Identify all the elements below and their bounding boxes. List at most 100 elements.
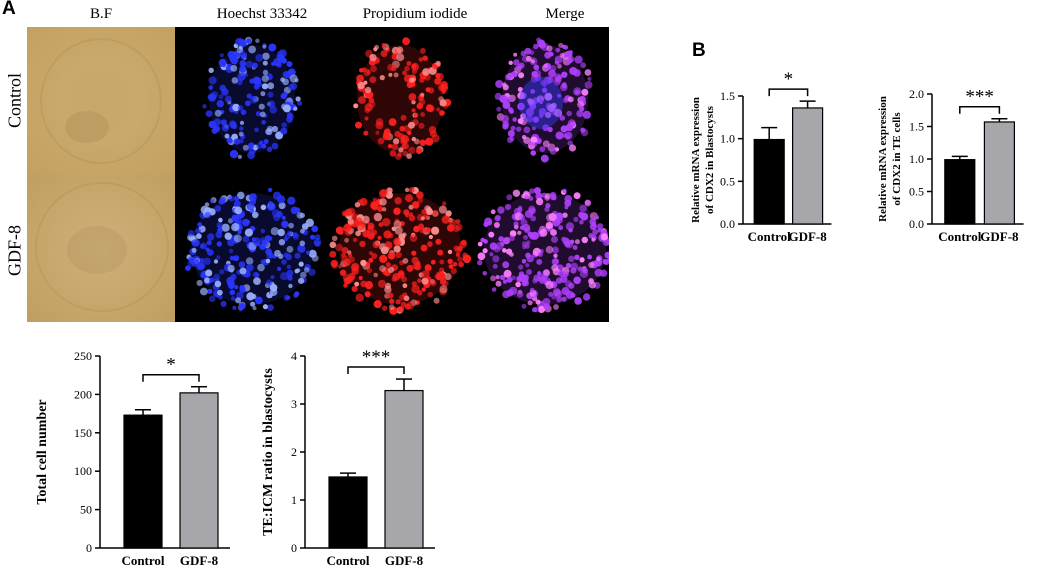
significance-bracket bbox=[768, 88, 809, 97]
nucleus bbox=[218, 217, 223, 223]
nucleus bbox=[286, 61, 293, 68]
nucleus bbox=[358, 275, 363, 281]
nucleus bbox=[267, 236, 273, 241]
nucleus bbox=[537, 305, 546, 314]
nucleus bbox=[402, 142, 409, 150]
nucleus bbox=[216, 222, 223, 229]
nucleus bbox=[372, 240, 380, 249]
nucleus bbox=[558, 42, 564, 48]
nucleus bbox=[488, 231, 495, 238]
nucleus bbox=[580, 62, 587, 69]
nucleus bbox=[239, 65, 247, 73]
nucleus bbox=[536, 273, 545, 282]
nucleus bbox=[587, 76, 592, 81]
nucleus bbox=[521, 259, 527, 264]
nucleus bbox=[524, 194, 529, 200]
nucleus bbox=[314, 234, 321, 241]
nucleus bbox=[208, 76, 217, 85]
nucleus bbox=[604, 260, 609, 266]
bar-gdf8 bbox=[384, 389, 424, 549]
nucleus bbox=[233, 200, 241, 208]
nucleus bbox=[363, 80, 368, 85]
nucleus bbox=[207, 288, 213, 295]
nucleus bbox=[529, 188, 535, 194]
nucleus bbox=[255, 111, 261, 117]
nucleus bbox=[260, 91, 266, 97]
nucleus bbox=[232, 124, 238, 130]
nucleus bbox=[367, 225, 374, 232]
nucleus bbox=[208, 67, 214, 73]
nucleus bbox=[204, 211, 211, 219]
nucleus bbox=[214, 109, 222, 117]
nucleus bbox=[393, 207, 401, 215]
nucleus bbox=[447, 258, 453, 265]
nucleus bbox=[517, 230, 522, 235]
nucleus bbox=[277, 228, 285, 237]
nucleus bbox=[218, 295, 223, 300]
nucleus bbox=[536, 37, 541, 43]
nucleus bbox=[424, 264, 431, 271]
nucleus bbox=[388, 72, 393, 77]
nucleus bbox=[513, 52, 518, 57]
nucleus bbox=[214, 205, 222, 212]
y-tick-label: 1 bbox=[291, 493, 297, 507]
nucleus bbox=[294, 207, 301, 213]
nucleus bbox=[545, 245, 554, 254]
nucleus bbox=[544, 195, 550, 201]
nucleus bbox=[252, 306, 257, 311]
nucleus bbox=[329, 241, 337, 249]
nucleus bbox=[516, 275, 523, 283]
nucleus bbox=[353, 103, 359, 109]
nucleus bbox=[359, 240, 366, 248]
panel-a-label: A bbox=[2, 0, 16, 19]
nucleus bbox=[558, 270, 565, 277]
nucleus bbox=[582, 293, 591, 301]
nucleus bbox=[296, 212, 304, 219]
nucleus bbox=[199, 258, 205, 263]
nucleus bbox=[543, 63, 548, 68]
nucleus bbox=[221, 223, 230, 232]
nucleus bbox=[509, 72, 514, 78]
fluorescence-area bbox=[175, 27, 609, 322]
nucleus bbox=[525, 263, 530, 268]
nucleus bbox=[227, 50, 236, 59]
nucleus bbox=[525, 108, 534, 117]
row-label-control: Control bbox=[4, 73, 25, 129]
nucleus bbox=[213, 125, 220, 133]
nucleus bbox=[393, 237, 402, 246]
nucleus bbox=[266, 125, 273, 132]
nucleus bbox=[554, 290, 563, 298]
nucleus bbox=[559, 115, 566, 121]
nucleus bbox=[402, 70, 407, 76]
nucleus bbox=[567, 96, 574, 103]
nucleus bbox=[542, 140, 550, 148]
nucleus bbox=[579, 219, 584, 225]
nucleus bbox=[404, 65, 410, 72]
nucleus bbox=[389, 150, 397, 157]
nucleus bbox=[511, 275, 516, 281]
nucleus bbox=[492, 263, 498, 269]
nucleus bbox=[564, 199, 572, 207]
nucleus bbox=[270, 288, 278, 296]
nucleus bbox=[513, 59, 520, 66]
nucleus bbox=[280, 127, 288, 135]
nucleus bbox=[196, 262, 205, 271]
nucleus bbox=[535, 299, 541, 305]
nucleus bbox=[527, 98, 535, 105]
nucleus bbox=[522, 274, 529, 281]
nucleus bbox=[386, 187, 393, 194]
nucleus bbox=[561, 296, 567, 302]
nucleus bbox=[260, 259, 266, 265]
nucleus bbox=[397, 305, 405, 313]
nucleus bbox=[375, 130, 380, 135]
nucleus bbox=[457, 256, 464, 263]
nucleus bbox=[222, 63, 227, 68]
nucleus bbox=[255, 272, 260, 277]
nucleus bbox=[411, 200, 420, 209]
nucleus bbox=[216, 255, 221, 260]
nucleus bbox=[228, 248, 234, 254]
x-tick-label: GDF-8 bbox=[788, 229, 827, 244]
nucleus bbox=[220, 119, 227, 126]
